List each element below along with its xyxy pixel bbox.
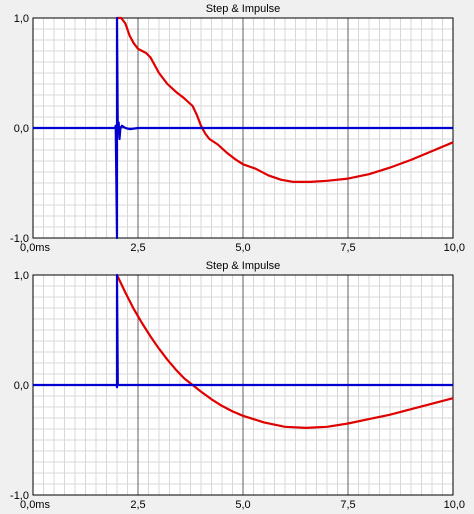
chart-title: Step & Impulse xyxy=(206,3,281,15)
x-tick-label: 2,5 xyxy=(130,499,145,511)
impulse-response-line xyxy=(33,273,453,389)
x-tick-label: 10,0 xyxy=(444,499,465,511)
impulse-response-line xyxy=(33,16,453,240)
y-tick-label: -1,0 xyxy=(10,233,29,245)
x-tick-label: 7,5 xyxy=(340,499,355,511)
x-tick-label: 7,5 xyxy=(340,242,355,254)
chart-1: Step & Impulse 1,0 0,0 -1,00,0ms 2,5 5,0 7,5 10… xyxy=(10,3,465,254)
x-tick-label: 2,5 xyxy=(130,242,145,254)
y-tick-label: -1,0 xyxy=(10,490,29,502)
x-tick-label: 0,0ms xyxy=(20,242,50,254)
step-response-line xyxy=(116,274,454,429)
chart-2: Step & Impulse 1,0 0,0 -1,00,0ms 2,5 5,0 7,5 10… xyxy=(10,260,465,511)
y-tick-label: 0,0 xyxy=(14,123,29,135)
x-tick-label: 0,0ms xyxy=(20,499,50,511)
x-tick-label: 5,0 xyxy=(235,499,250,511)
x-tick-label: 5,0 xyxy=(235,242,250,254)
y-tick-label: 1,0 xyxy=(14,270,29,282)
y-tick-label: 0,0 xyxy=(14,380,29,392)
y-tick-label: 1,0 xyxy=(14,13,29,25)
x-tick-label: 10,0 xyxy=(444,242,465,254)
step-response-line xyxy=(117,16,454,183)
chart-title: Step & Impulse xyxy=(206,260,281,272)
